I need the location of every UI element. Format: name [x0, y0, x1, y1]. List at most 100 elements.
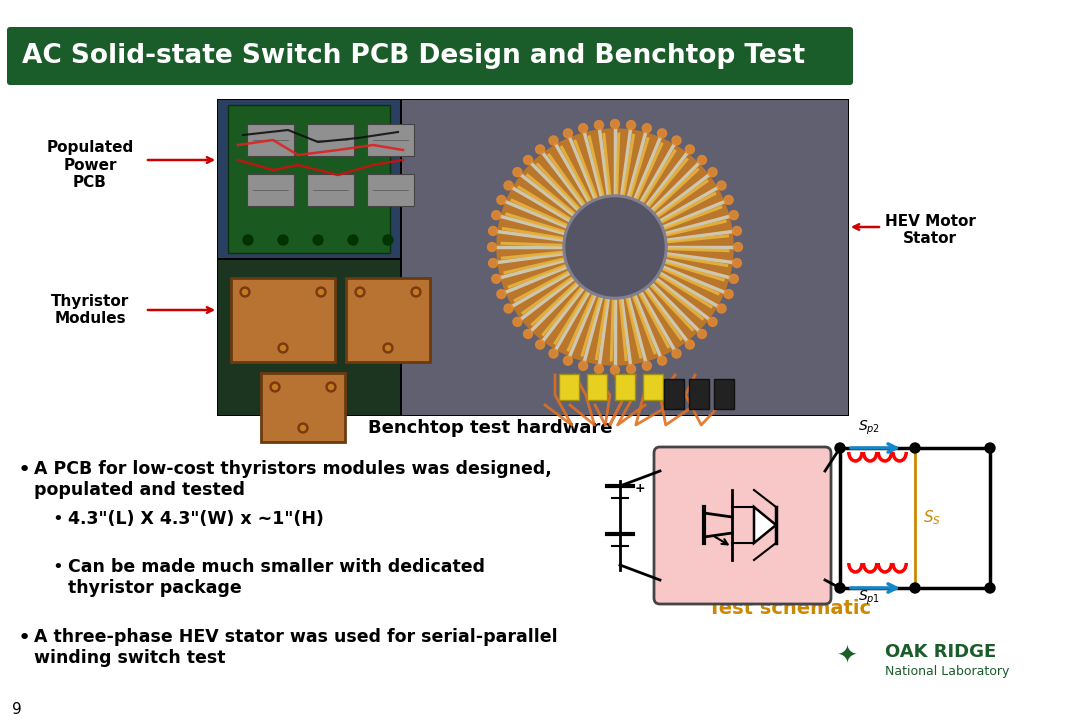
- Circle shape: [626, 365, 636, 373]
- Text: Thyristor
Modules: Thyristor Modules: [51, 294, 129, 326]
- FancyBboxPatch shape: [663, 379, 684, 409]
- Circle shape: [657, 356, 667, 365]
- Circle shape: [358, 289, 362, 294]
- Text: AC Solid-state Switch PCB Design and Benchtop Test: AC Solid-state Switch PCB Design and Ben…: [22, 43, 805, 69]
- Circle shape: [489, 226, 497, 236]
- Text: $S_{p1}$: $S_{p1}$: [858, 589, 881, 607]
- Circle shape: [548, 136, 558, 145]
- FancyBboxPatch shape: [217, 99, 849, 416]
- Circle shape: [278, 343, 288, 353]
- Circle shape: [488, 242, 496, 252]
- FancyBboxPatch shape: [615, 374, 635, 400]
- FancyBboxPatch shape: [261, 373, 345, 442]
- Circle shape: [594, 365, 604, 373]
- Circle shape: [328, 384, 333, 389]
- Circle shape: [524, 329, 532, 339]
- Circle shape: [492, 211, 501, 220]
- Circle shape: [386, 346, 391, 350]
- Circle shape: [243, 289, 247, 294]
- Text: Test schematic: Test schematic: [708, 599, 871, 618]
- Circle shape: [313, 235, 323, 245]
- Circle shape: [717, 181, 726, 190]
- Circle shape: [280, 346, 285, 350]
- Circle shape: [733, 259, 741, 268]
- Circle shape: [657, 129, 667, 138]
- Circle shape: [708, 167, 717, 177]
- Circle shape: [642, 361, 652, 370]
- Circle shape: [642, 124, 652, 133]
- Circle shape: [835, 583, 845, 593]
- Text: •: •: [18, 460, 31, 480]
- Circle shape: [300, 426, 306, 431]
- Text: National Laboratory: National Laboratory: [885, 666, 1010, 679]
- Circle shape: [686, 340, 694, 349]
- Text: +: +: [635, 481, 645, 494]
- Circle shape: [698, 156, 706, 165]
- FancyBboxPatch shape: [402, 100, 848, 415]
- Circle shape: [513, 318, 522, 326]
- Circle shape: [413, 289, 419, 294]
- FancyBboxPatch shape: [559, 374, 579, 400]
- Text: A PCB for low-cost thyristors modules was designed,
populated and tested: A PCB for low-cost thyristors modules wa…: [34, 460, 552, 499]
- FancyBboxPatch shape: [367, 174, 414, 206]
- Text: 4.3"(L) X 4.3"(W) x ~1"(H): 4.3"(L) X 4.3"(W) x ~1"(H): [68, 510, 324, 528]
- Circle shape: [724, 196, 733, 204]
- FancyBboxPatch shape: [7, 27, 853, 85]
- Text: •: •: [18, 628, 31, 648]
- Text: Benchtop test hardware: Benchtop test hardware: [367, 419, 612, 437]
- Circle shape: [504, 181, 513, 190]
- Circle shape: [492, 274, 501, 283]
- Circle shape: [910, 583, 920, 593]
- Circle shape: [524, 156, 532, 165]
- Text: $S_S$: $S_S$: [923, 509, 941, 527]
- Circle shape: [355, 287, 365, 297]
- FancyBboxPatch shape: [654, 447, 831, 604]
- FancyBboxPatch shape: [307, 124, 354, 156]
- Circle shape: [497, 196, 506, 204]
- FancyBboxPatch shape: [689, 379, 709, 409]
- Circle shape: [717, 304, 726, 313]
- Circle shape: [271, 382, 280, 392]
- FancyBboxPatch shape: [643, 374, 663, 400]
- Polygon shape: [754, 507, 776, 543]
- Circle shape: [730, 211, 738, 220]
- Circle shape: [489, 259, 497, 268]
- Circle shape: [730, 274, 738, 283]
- FancyBboxPatch shape: [247, 124, 294, 156]
- Circle shape: [383, 235, 393, 245]
- Circle shape: [536, 145, 544, 154]
- Circle shape: [724, 289, 733, 299]
- Text: HEV Motor
Stator: HEV Motor Stator: [885, 214, 976, 247]
- Circle shape: [686, 145, 694, 154]
- FancyBboxPatch shape: [587, 374, 607, 400]
- Text: •: •: [52, 558, 63, 576]
- Text: Can be made much smaller with dedicated
thyristor package: Can be made much smaller with dedicated …: [68, 558, 485, 597]
- Circle shape: [326, 382, 335, 392]
- Circle shape: [298, 423, 308, 433]
- Circle shape: [734, 242, 742, 252]
- Text: ✦: ✦: [836, 645, 857, 669]
- Text: A three-phase HEV stator was used for serial-parallel
winding switch test: A three-phase HEV stator was used for se…: [34, 628, 558, 667]
- Circle shape: [383, 343, 393, 353]
- FancyBboxPatch shape: [307, 174, 354, 206]
- FancyBboxPatch shape: [714, 379, 734, 409]
- Circle shape: [563, 195, 667, 299]
- Circle shape: [318, 289, 324, 294]
- Text: •: •: [52, 510, 63, 528]
- Circle shape: [548, 349, 558, 358]
- Circle shape: [708, 318, 717, 326]
- Circle shape: [594, 120, 604, 130]
- Circle shape: [513, 167, 522, 177]
- Text: $S_{p2}$: $S_{p2}$: [858, 419, 880, 437]
- FancyBboxPatch shape: [346, 278, 430, 362]
- Circle shape: [563, 356, 572, 365]
- Circle shape: [278, 235, 288, 245]
- Circle shape: [497, 289, 506, 299]
- FancyBboxPatch shape: [367, 124, 414, 156]
- Circle shape: [411, 287, 421, 297]
- Circle shape: [566, 198, 663, 296]
- FancyBboxPatch shape: [218, 100, 400, 258]
- FancyBboxPatch shape: [231, 278, 335, 362]
- FancyBboxPatch shape: [247, 174, 294, 206]
- Circle shape: [672, 349, 681, 358]
